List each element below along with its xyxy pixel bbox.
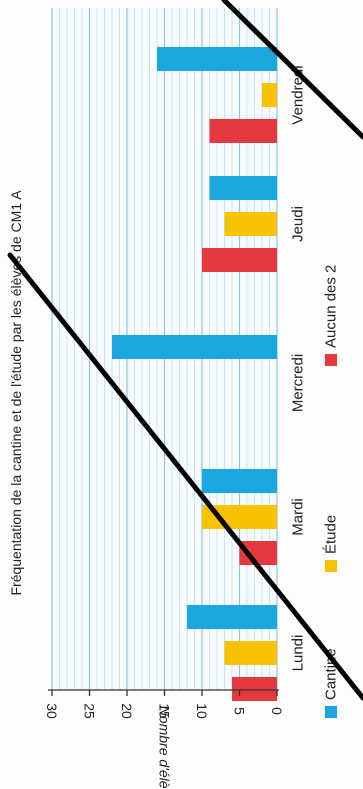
category-label: Jeudi <box>290 206 307 242</box>
bar <box>224 641 277 665</box>
tick-label: 10 <box>194 703 210 719</box>
bar <box>202 469 277 493</box>
category-label: Mercredi <box>290 354 307 412</box>
category-label: Mardi <box>290 498 307 536</box>
legend-swatch <box>325 354 337 366</box>
bar <box>209 176 277 200</box>
bar <box>187 605 277 629</box>
tick-label: 20 <box>119 703 135 719</box>
chart-title: Fréquentation de la cantine et de l'étud… <box>8 190 24 596</box>
value-axis: 0 5 10 15 20 25 30 <box>44 689 285 719</box>
category-label: Lundi <box>290 635 307 672</box>
titles: Fréquentation de la cantine et de l'étud… <box>8 190 173 789</box>
tick-label: 0 <box>269 707 285 715</box>
overlay-line <box>221 0 363 140</box>
bar <box>232 677 277 701</box>
bar <box>202 248 277 272</box>
diagonal-overlay-lines <box>7 0 363 701</box>
legend-swatch <box>325 560 337 572</box>
legend-label: Étude <box>323 515 340 554</box>
tick-label: 5 <box>232 707 248 715</box>
tick-label: 30 <box>44 703 60 719</box>
bar <box>112 335 277 359</box>
legend-swatch <box>325 706 337 718</box>
overlay-line <box>7 252 363 701</box>
tick-label: 15 <box>157 703 173 719</box>
legend-label: Aucun des 2 <box>323 265 340 348</box>
bar <box>262 83 277 107</box>
bar <box>157 47 277 71</box>
bar <box>224 212 277 236</box>
axis-label: Nombre d'élèves <box>157 706 173 789</box>
bars <box>112 47 277 701</box>
bar <box>209 119 277 143</box>
tick-label: 25 <box>82 703 98 719</box>
